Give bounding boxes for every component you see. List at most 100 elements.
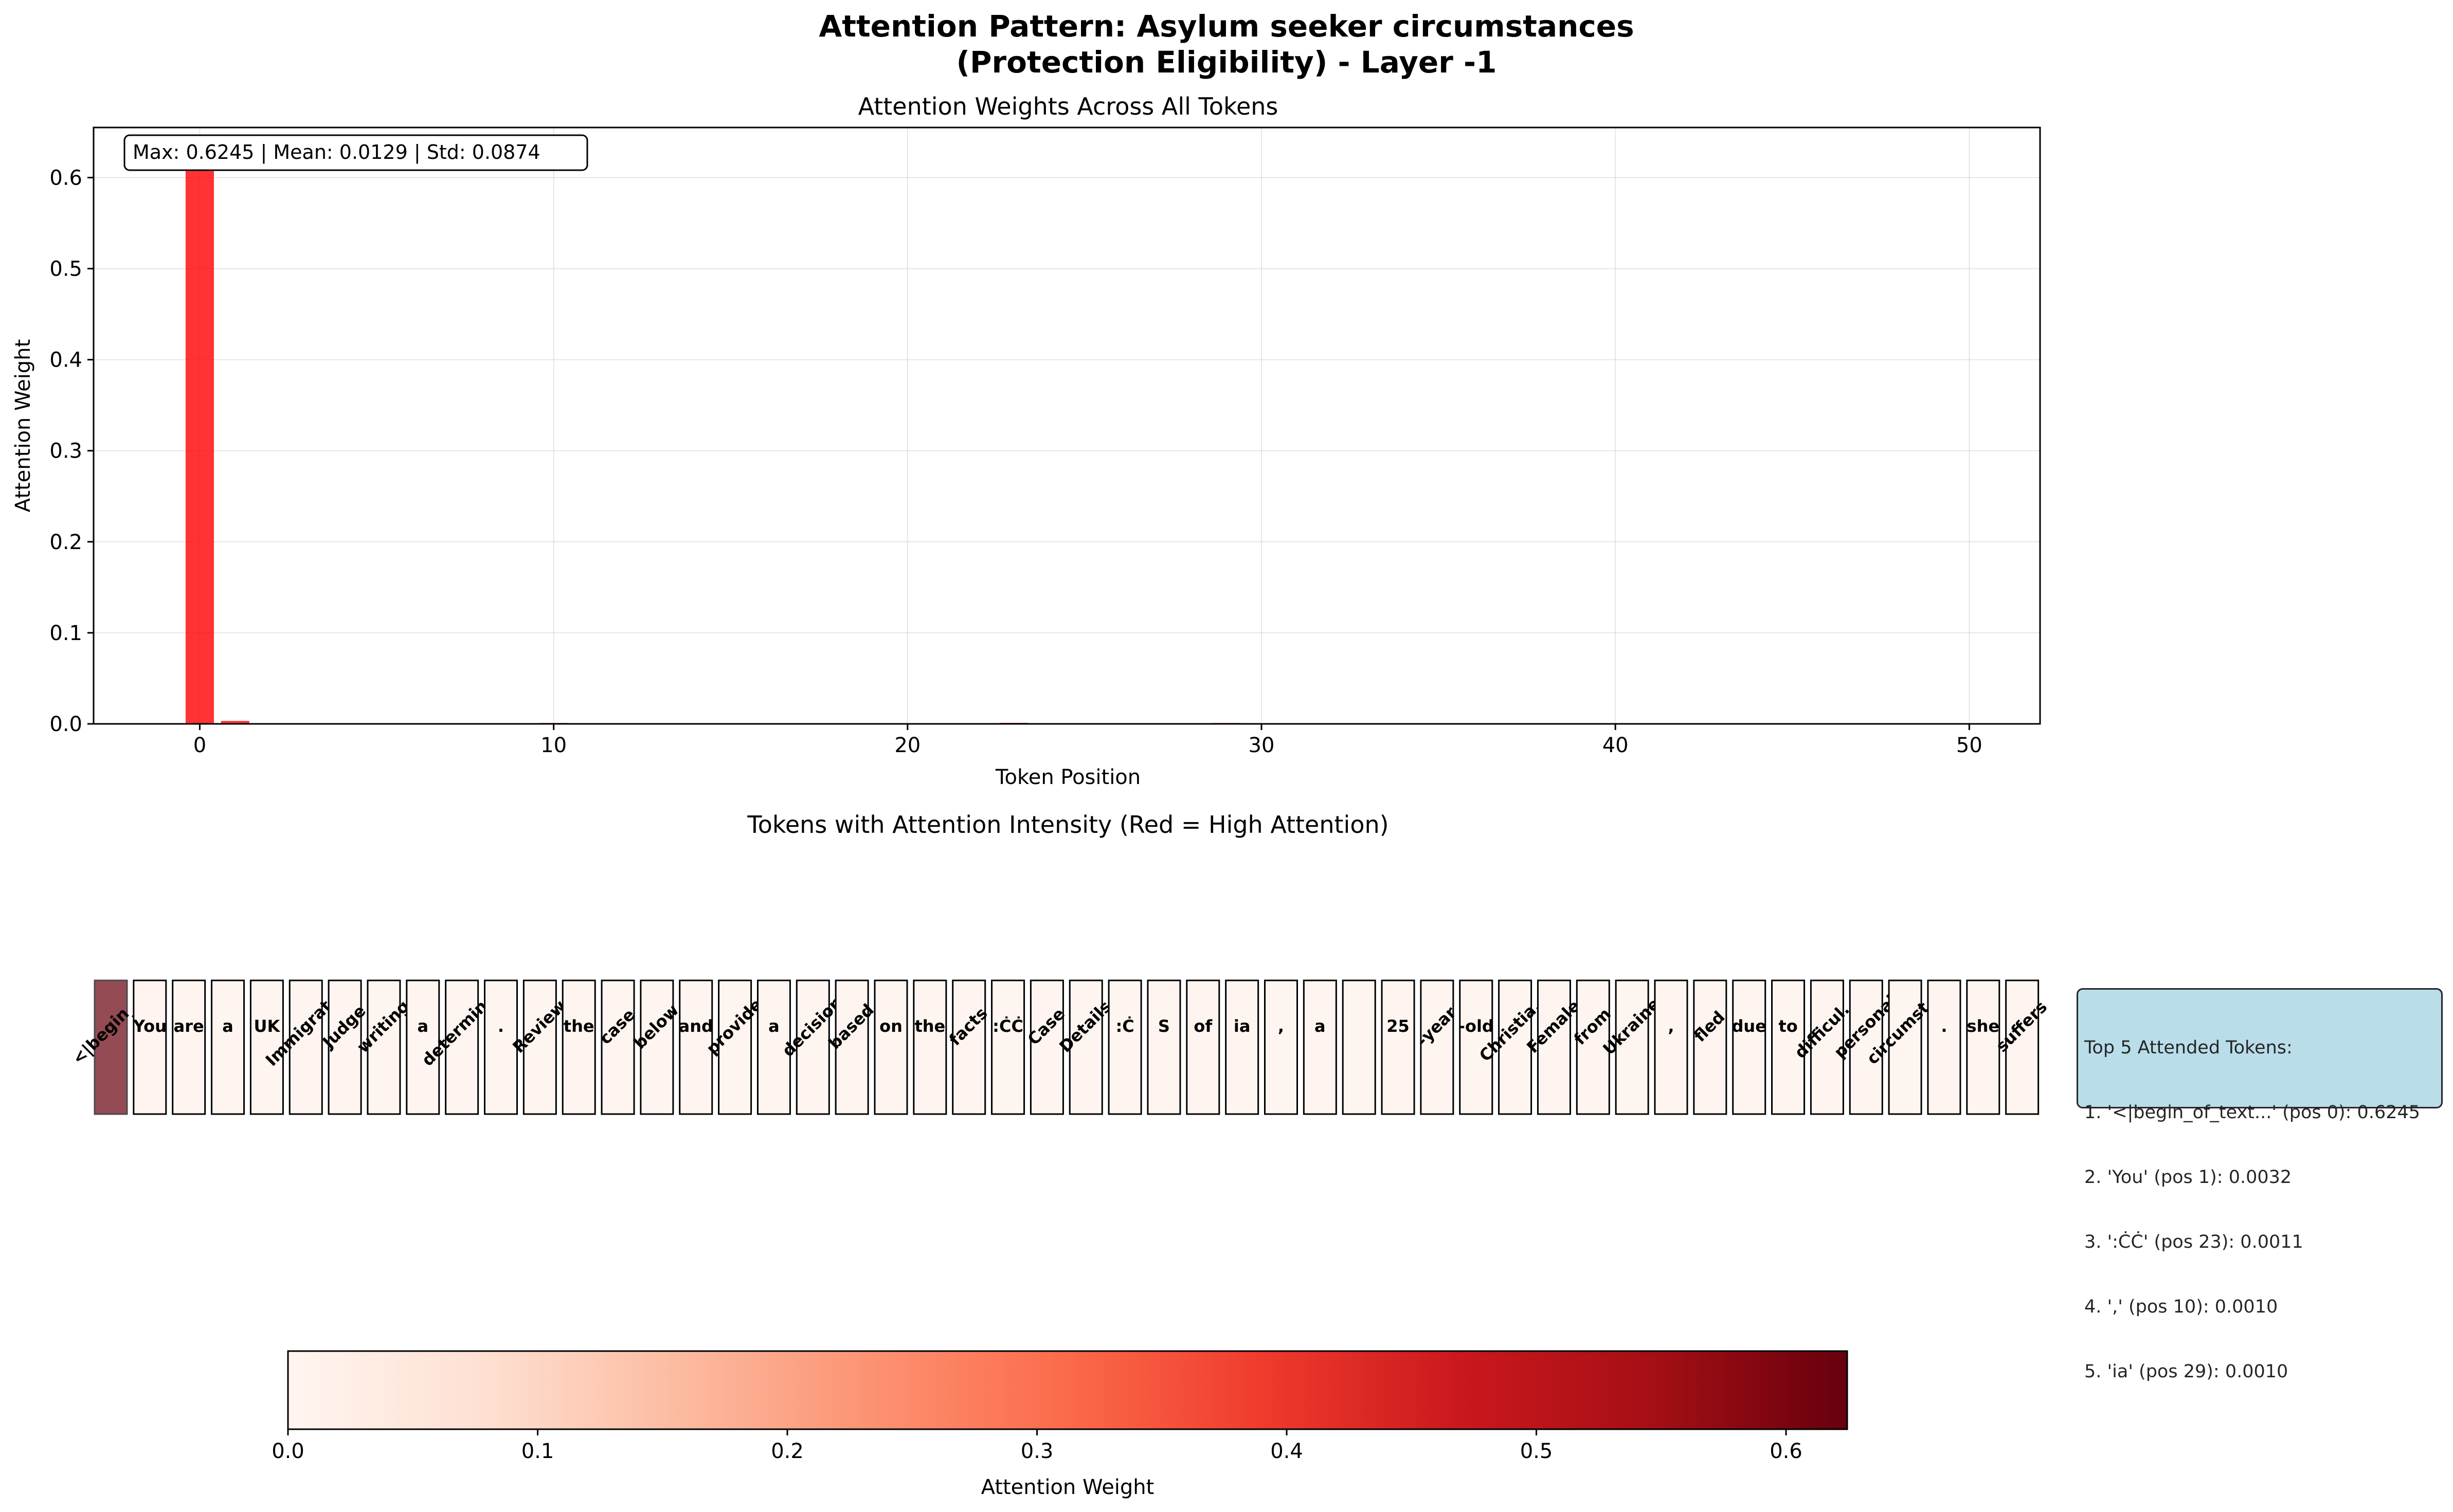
token-cell — [1030, 979, 1064, 1115]
y-axis-ticks: 0.0 0.1 0.2 0.3 0.4 0.5 0.6 — [49, 166, 94, 736]
token-label: -old — [1458, 1016, 1494, 1036]
top-token-4: 4. ',' (pos 10): 0.0010 — [2084, 1297, 2278, 1317]
token-cell — [1615, 979, 1649, 1115]
token-cell — [562, 979, 596, 1115]
token-label: , — [1278, 1016, 1284, 1036]
colorbar-gradient — [287, 1350, 1848, 1430]
token-cell — [94, 979, 128, 1115]
y-tick-label: 0.1 — [49, 622, 82, 645]
colorbar-tick-label: 0.5 — [1520, 1440, 1553, 1463]
token-cell — [796, 979, 830, 1115]
token-cell — [406, 979, 440, 1115]
token-cell — [1966, 979, 2000, 1115]
y-tick-label: 0.5 — [49, 258, 82, 281]
plot-area — [94, 127, 2040, 724]
token-label: of — [1194, 1016, 1213, 1036]
x-tick-label: 40 — [1602, 734, 1629, 757]
token-cell — [1576, 979, 1610, 1115]
token-cell — [288, 979, 323, 1115]
token-cell — [640, 979, 674, 1115]
x-tick-label: 0 — [193, 734, 206, 757]
token-cell — [1420, 979, 1454, 1115]
token-label: S — [1158, 1016, 1170, 1036]
token-cell — [1927, 979, 1961, 1115]
stats-box — [123, 134, 588, 171]
token-label: to — [1778, 1016, 1797, 1036]
token-cell — [718, 979, 752, 1115]
token-cell — [1810, 979, 1844, 1115]
y-tick-label: 0.0 — [49, 713, 82, 736]
token-cell — [991, 979, 1025, 1115]
token-cell — [249, 979, 284, 1115]
token-cell — [1147, 979, 1181, 1115]
colorbar-ticks: 0.0 0.1 0.2 0.3 0.4 0.5 0.6 — [272, 1429, 1802, 1463]
token-cell — [445, 979, 479, 1115]
token-cell — [484, 979, 518, 1115]
token-cell — [1108, 979, 1142, 1115]
token-strip: <|begin_...You are a UKImmigrat...Judgewrit… — [68, 979, 2051, 1115]
token-label: she — [1967, 1016, 2000, 1036]
token-cell — [172, 979, 206, 1115]
token-label: :ĊĊ — [993, 1016, 1023, 1036]
token-cell — [1225, 979, 1259, 1115]
x-tick-label: 30 — [1249, 734, 1275, 757]
bar-chart: Attention Weights Across All Tokens 0 10 2… — [11, 93, 2041, 789]
figure-title-line1: Attention Pattern: Asylum seeker circums… — [819, 9, 1634, 44]
token-cell — [874, 979, 908, 1115]
token-cell — [1303, 979, 1337, 1115]
token-cell — [679, 979, 713, 1115]
token-cell — [835, 979, 869, 1115]
x-axis-label: Token Position — [995, 766, 1141, 789]
token-cell — [328, 979, 362, 1115]
token-cell — [1771, 979, 1806, 1115]
tokens-title: Tokens with Attention Intensity (Red = H… — [747, 811, 1388, 839]
y-tick-label: 0.4 — [49, 349, 82, 372]
top-token-1: 1. '<|begin_of_text...' (pos 0): 0.6245 — [2084, 1102, 2421, 1123]
token-cell — [367, 979, 401, 1115]
token-cell — [952, 979, 986, 1115]
top-tokens-header: Top 5 Attended Tokens: — [2084, 1037, 2293, 1058]
token-label: on — [879, 1016, 903, 1036]
plot-frame — [93, 126, 2041, 725]
token-label: 25 — [1386, 1016, 1410, 1036]
token-cell — [1498, 979, 1532, 1115]
y-tick-label: 0.3 — [49, 440, 82, 463]
figure-title-line2: (Protection Eligibility) - Layer -1 — [956, 45, 1497, 80]
token-cell — [1849, 979, 1883, 1115]
token-label: a — [222, 1016, 233, 1036]
token-label: , — [1668, 1016, 1674, 1036]
token-cell — [1459, 979, 1493, 1115]
token-label: :Ċ — [1115, 1016, 1134, 1036]
token-cell — [1186, 979, 1220, 1115]
x-axis-ticks: 0 10 20 30 40 50 — [193, 724, 1982, 757]
token-label: ia — [1234, 1016, 1251, 1036]
top-token-3: 3. ':ĊĊ' (pos 23): 0.0011 — [2084, 1232, 2303, 1252]
top-tokens-box: Top 5 Attended Tokens: 1. '<|begin_of_te… — [2077, 988, 2443, 1382]
colorbar-label: Attention Weight — [981, 1475, 1155, 1499]
token-label: UK — [254, 1016, 281, 1036]
bar-chart-title: Attention Weights Across All Tokens — [858, 93, 1278, 120]
colorbar-tick-label: 0.3 — [1021, 1440, 1054, 1463]
colorbar-tick-label: 0.4 — [1270, 1440, 1303, 1463]
token-label: . — [1941, 1016, 1947, 1036]
token-cell — [133, 979, 167, 1115]
token-cell — [1732, 979, 1766, 1115]
token-cell — [1693, 979, 1727, 1115]
token-cell — [756, 979, 791, 1115]
token-cell — [1537, 979, 1571, 1115]
token-cell — [1654, 979, 1688, 1115]
token-label: a — [768, 1016, 780, 1036]
colorbar-tick-label: 0.1 — [521, 1440, 554, 1463]
x-tick-label: 50 — [1956, 734, 1982, 757]
token-cell — [2005, 979, 2040, 1115]
token-label: are — [174, 1016, 204, 1036]
y-axis-label: Attention Weight — [11, 339, 35, 513]
colorbar-tick-label: 0.6 — [1770, 1440, 1802, 1463]
token-label: due — [1732, 1016, 1766, 1036]
token-cell — [1069, 979, 1103, 1115]
token-label: the — [914, 1016, 945, 1036]
bar — [221, 721, 249, 724]
token-cell — [1888, 979, 1922, 1115]
x-tick-label: 20 — [894, 734, 921, 757]
